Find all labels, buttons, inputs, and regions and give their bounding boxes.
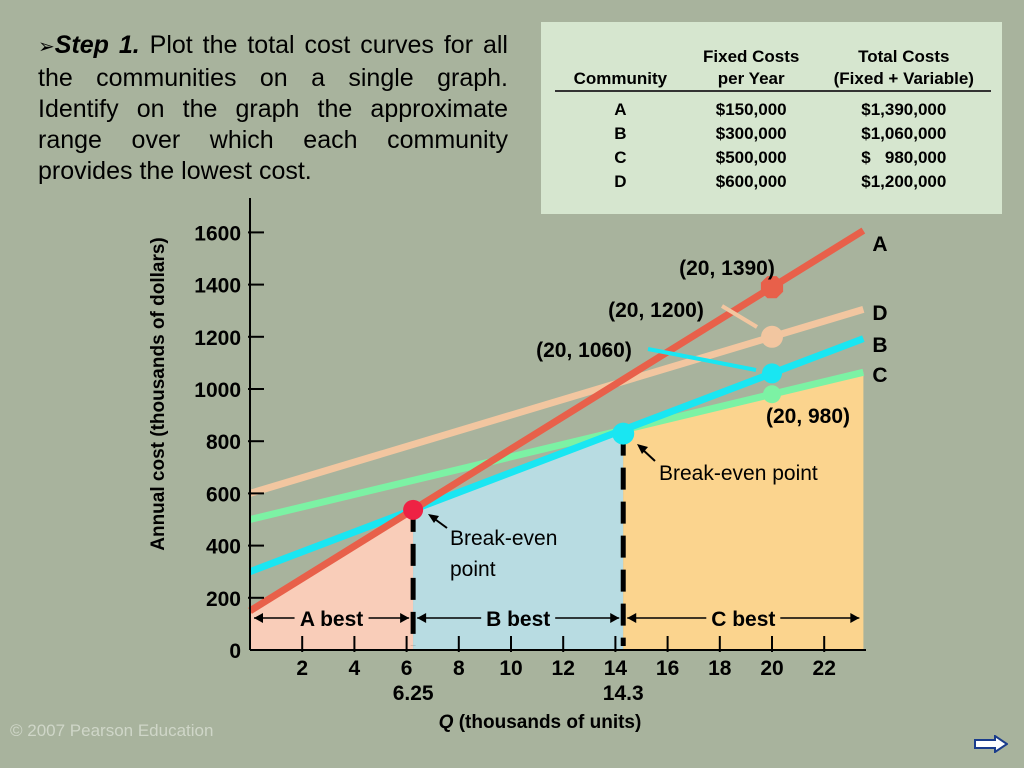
step-label: Step 1.	[54, 31, 140, 59]
point-label-c: (20, 980)	[766, 405, 850, 428]
y-tick-label: 1000	[194, 379, 241, 402]
break-even-label-1-line2: point	[450, 558, 496, 581]
point-marker-a	[760, 276, 784, 299]
x-tick-label: 16	[656, 657, 679, 680]
cell-total: $1,060,000	[861, 124, 947, 143]
region-c-best	[623, 372, 864, 650]
break-even-x-label: 6.25	[393, 682, 434, 705]
table-header-row: Community Fixed Costs per Year Total Cos…	[555, 46, 991, 91]
cell-fixed: $600,000	[715, 172, 787, 191]
x-tick-label: 22	[813, 657, 836, 680]
region-label: B best	[486, 608, 550, 631]
cost-line-a	[248, 227, 866, 614]
header-fixed-costs: Fixed Costs per Year	[703, 47, 800, 88]
series-label-a: A	[872, 233, 887, 256]
y-tick-label: 600	[206, 483, 241, 506]
cell-fixed: $150,000	[715, 100, 787, 119]
break-even-label-1-line1: Break-even	[450, 527, 557, 550]
arrow-bullet-icon: ➢	[38, 36, 55, 58]
cost-table: Community Fixed Costs per Year Total Cos…	[555, 46, 991, 194]
point-label-b: (20, 1060)	[536, 339, 632, 362]
cost-line-c	[249, 368, 865, 523]
region-arrow-left-icon	[627, 613, 637, 623]
x-axis-label-q: Q	[439, 712, 454, 733]
header-community: Community	[573, 69, 668, 88]
cell-total: $ 980,000	[861, 148, 947, 167]
cell-fixed: $500,000	[715, 148, 787, 167]
y-tick-label: 200	[206, 588, 241, 611]
x-tick-label: 10	[499, 657, 522, 680]
region-arrow-left-icon	[417, 613, 427, 623]
cell-fixed: $300,000	[715, 124, 787, 143]
leader-line-d	[720, 304, 759, 329]
region-label: C best	[711, 608, 775, 631]
leader-line-b	[647, 347, 757, 372]
series-label-d: D	[872, 302, 887, 325]
x-tick-label: 20	[760, 657, 783, 680]
region-arrow-right-icon	[850, 613, 860, 623]
y-tick-label: 0	[229, 640, 241, 663]
cell-community: D	[614, 172, 627, 191]
cost-line-d	[248, 306, 865, 497]
y-tick-label: 400	[206, 536, 241, 559]
callout-arrow-icon	[428, 514, 439, 523]
point-marker-d	[761, 325, 783, 348]
point-marker-b	[762, 363, 782, 384]
x-axis-label: Q (thousands of units)	[439, 712, 642, 733]
break-even-marker	[403, 499, 424, 520]
x-tick-label: 18	[708, 657, 732, 680]
series-label-c: C	[872, 364, 887, 387]
region-b-best	[413, 429, 624, 650]
series-label-b: B	[872, 334, 887, 357]
table-row: B $300,000 $1,060,000	[555, 122, 991, 146]
callout-arrow-icon	[637, 444, 648, 454]
break-even-x-label: 14.3	[603, 682, 644, 705]
region-label: A best	[300, 608, 363, 631]
cell-total: $1,390,000	[861, 100, 947, 119]
point-label-a: (20, 1390)	[679, 257, 775, 280]
break-even-marker	[612, 422, 635, 445]
x-tick-label: 2	[296, 657, 308, 680]
cell-community: B	[614, 124, 627, 143]
y-tick-label: 1600	[194, 222, 241, 245]
cell-total: $1,200,000	[861, 172, 947, 191]
cell-community: A	[614, 100, 627, 119]
table-row: C $500,000 $ 980,000	[555, 146, 991, 170]
region-arrow-left-icon	[254, 613, 263, 623]
region-arrow-right-icon	[610, 613, 620, 623]
y-tick-label: 1200	[194, 327, 241, 350]
x-tick-label: 4	[349, 657, 361, 680]
point-label-d: (20, 1200)	[608, 299, 704, 322]
x-tick-label: 14	[604, 657, 628, 680]
x-tick-label: 12	[552, 657, 575, 680]
region-label-bg	[294, 606, 369, 630]
x-tick-label: 8	[453, 657, 465, 680]
table-row: A $150,000 $1,390,000	[555, 91, 991, 122]
region-arrow-right-icon	[400, 613, 410, 623]
region-label-bg	[706, 606, 781, 630]
x-axis-label-units: (thousands of units)	[453, 712, 641, 733]
cost-line-b	[248, 335, 865, 575]
step-instructions: ➢Step 1. Plot the total cost curves for …	[38, 30, 508, 187]
table-row: D $600,000 $1,200,000	[555, 170, 991, 194]
region-label-bg	[481, 606, 556, 630]
break-even-label-2: Break-even point	[659, 462, 818, 485]
y-tick-label: 800	[206, 431, 241, 454]
header-total-costs: Total Costs (Fixed + Variable)	[833, 47, 974, 88]
copyright-notice: © 2007 Pearson Education	[10, 721, 214, 740]
point-marker-c	[763, 385, 781, 404]
region-a-best	[250, 509, 414, 650]
step-body: Plot the total cost curves for all the c…	[38, 31, 508, 185]
cost-table-panel: Community Fixed Costs per Year Total Cos…	[541, 22, 1002, 214]
y-axis-label: Annual cost (thousands of dollars)	[148, 237, 169, 551]
y-tick-label: 1400	[194, 275, 241, 298]
next-arrow-icon[interactable]	[974, 735, 1008, 753]
x-tick-label: 6	[401, 657, 413, 680]
cell-community: C	[614, 148, 627, 167]
